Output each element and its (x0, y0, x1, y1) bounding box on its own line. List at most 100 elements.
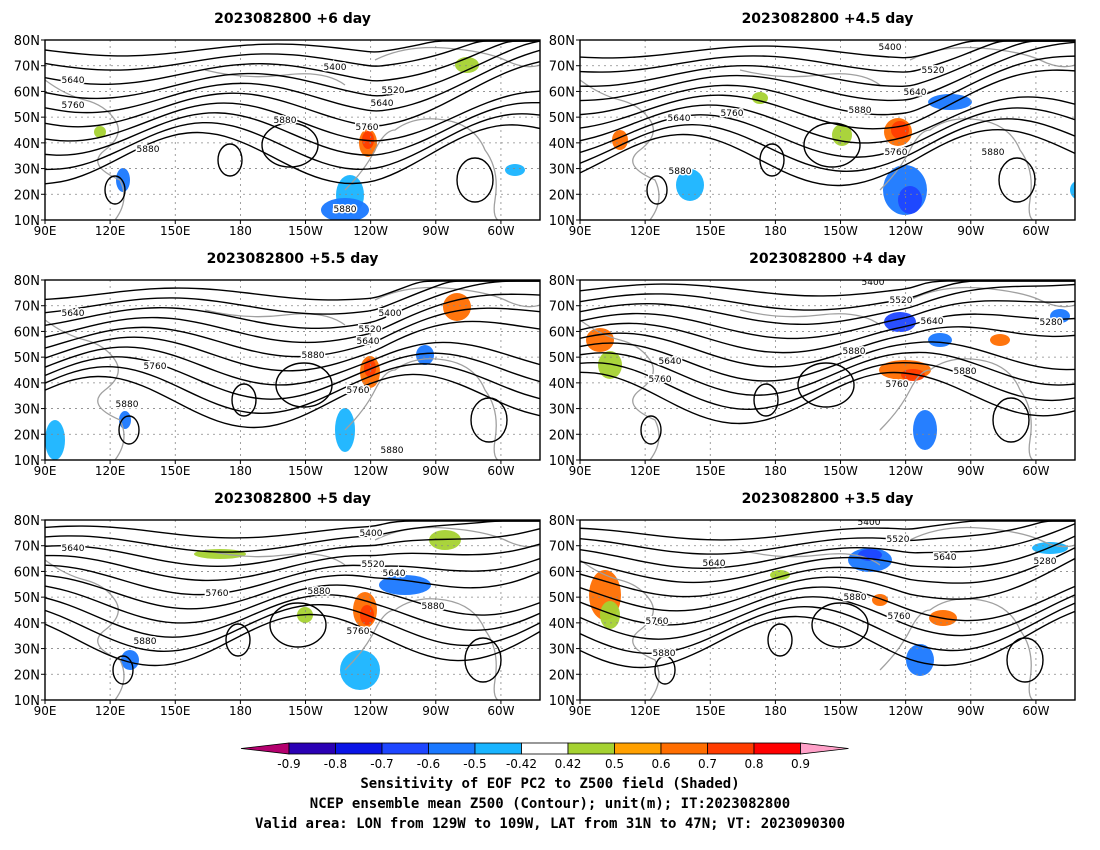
contour-label: 5640 (934, 553, 957, 563)
closed-contour (759, 143, 785, 177)
colorbar-swatch (428, 742, 476, 755)
height-contour (45, 124, 540, 185)
colorbar-tick-label: -0.6 (417, 757, 440, 771)
height-contour (580, 351, 1075, 396)
lat-tick-label: 50N (14, 111, 40, 126)
height-contour (580, 361, 1075, 411)
coastline (204, 309, 346, 326)
height-contour (580, 520, 1075, 555)
panel-frame (579, 519, 1076, 701)
contour-label: 5880 (302, 351, 325, 361)
sensitivity-shade (116, 168, 130, 192)
contour-label: 5520 (887, 535, 910, 545)
contour-label: 5520 (382, 86, 405, 96)
contour-label: 5880 (274, 116, 297, 126)
closed-contour (104, 175, 126, 205)
panel-title: 2023082800 +4.5 day (742, 11, 914, 27)
lon-tick-label: 180 (764, 464, 787, 478)
lon-tick-label: 150W (823, 704, 858, 718)
lon-tick-label: 60W (1022, 224, 1049, 238)
lon-tick-label: 180 (229, 224, 252, 238)
contour-label: 5520 (362, 560, 385, 570)
lon-tick-label: 90E (34, 704, 57, 718)
height-contour (580, 128, 1075, 187)
lat-tick-label: 10N (14, 694, 40, 709)
closed-contour (992, 397, 1030, 443)
height-contour (45, 584, 540, 624)
sensitivity-shade (770, 570, 790, 580)
height-contour (580, 55, 1075, 116)
lat-tick-label: 40N (549, 137, 575, 152)
panel-title: 2023082800 +6 day (214, 11, 371, 27)
coastline (909, 286, 1075, 308)
height-contour (45, 520, 540, 539)
map-panel: 5400 5520 5640 5640 5760 5880 5760 5880 5280 2023… (549, 491, 1076, 718)
sensitivity-shade (752, 92, 768, 104)
colorbar-swatch (381, 742, 429, 755)
lat-tick-label: 70N (14, 300, 40, 315)
lat-tick-label: 50N (14, 351, 40, 366)
sensitivity-shade (990, 334, 1010, 346)
contour-label: 5640 (62, 76, 85, 86)
height-contour (45, 293, 540, 344)
lat-tick-label: 80N (14, 274, 40, 289)
contour-label: 5880 (849, 106, 872, 116)
coastline (580, 79, 660, 220)
height-contour (45, 113, 540, 171)
sensitivity-shade (928, 333, 952, 347)
lat-tick-label: 20N (14, 188, 40, 203)
lon-tick-label: 120W (888, 224, 923, 238)
closed-contour (456, 157, 494, 203)
height-contour (45, 60, 540, 128)
lon-tick-label: 90W (957, 224, 984, 238)
contour-label: 5880 (982, 148, 1005, 158)
sensitivity-shade (600, 601, 620, 629)
lon-tick-label: 120E (95, 464, 126, 478)
contour-label: 5640 (383, 569, 406, 579)
height-contour (580, 547, 1075, 598)
lat-tick-label: 20N (549, 188, 575, 203)
coastline (344, 118, 515, 220)
map-panel: 5400 5520 5640 5640 5760 5880 5760 5880 5880 2023… (549, 11, 1076, 238)
lat-tick-label: 10N (549, 454, 575, 469)
lon-tick-label: 120W (353, 464, 388, 478)
lat-tick-label: 80N (14, 34, 40, 49)
colorbar-swatch (707, 742, 755, 755)
height-contour (45, 280, 540, 329)
height-contour (45, 520, 540, 553)
lat-tick-label: 40N (549, 377, 575, 392)
lat-tick-label: 10N (549, 694, 575, 709)
lat-tick-label: 60N (549, 85, 575, 100)
coastline (879, 118, 1050, 220)
contour-label: 5640 (703, 559, 726, 569)
caption-line-3: Valid area: LON from 129W to 109W, LAT f… (254, 816, 845, 832)
closed-contour (225, 623, 251, 657)
sensitivity-shade (505, 164, 525, 176)
lon-tick-label: 90E (569, 464, 592, 478)
height-contour (580, 520, 1075, 541)
sensitivity-shade (416, 345, 434, 365)
lat-tick-label: 80N (14, 514, 40, 529)
contour-label: 5400 (858, 518, 881, 528)
lon-tick-label: 90E (569, 704, 592, 718)
colorbar-swatch (660, 742, 708, 755)
sensitivity-shade (94, 126, 106, 138)
height-contour (45, 352, 540, 400)
lon-tick-label: 150E (160, 224, 191, 238)
contour-label: 5760 (721, 109, 744, 119)
height-contour (580, 107, 1075, 158)
closed-contour (803, 122, 861, 168)
height-contour (580, 96, 1075, 144)
coastline (909, 526, 1075, 548)
lon-tick-label: 90W (422, 704, 449, 718)
sensitivity-shade (45, 420, 65, 460)
height-contour (45, 603, 540, 653)
lon-tick-label: 90W (957, 464, 984, 478)
contour-label: 5760 (885, 148, 908, 158)
panel-plot-area: 5400 5520 5640 5640 5760 5880 5760 5880 5880 (580, 40, 1075, 220)
lon-tick-label: 150W (823, 224, 858, 238)
lat-tick-label: 50N (549, 111, 575, 126)
closed-contour (654, 655, 676, 685)
closed-contour (231, 383, 257, 417)
